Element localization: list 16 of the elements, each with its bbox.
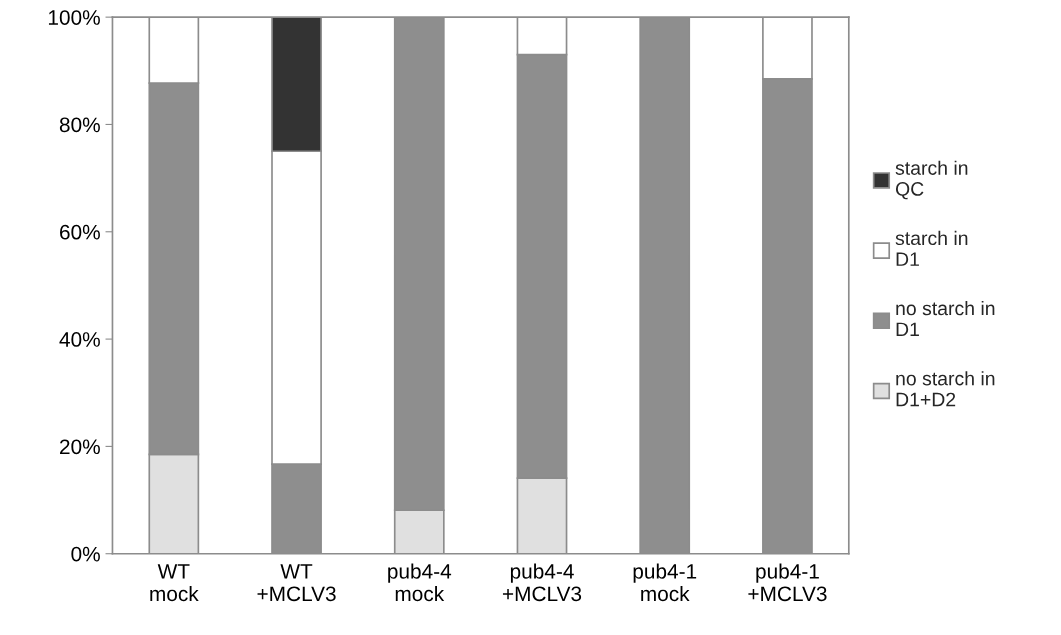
legend-label: no starch in D1+D2 (896, 371, 995, 407)
x-tick-label: pub4-1 mock (633, 563, 697, 602)
legend-label: starch in QC (895, 160, 968, 200)
x-tick-label: WT mock (150, 564, 199, 602)
y-tick-label: 0% (71, 546, 100, 562)
legend-label: starch in D1 (895, 230, 968, 266)
x-tick-label: pub4-1 +MCLV3 (748, 563, 827, 602)
x-tick-label: pub4-4 +MCLV3 (502, 563, 582, 602)
y-tick-label: 40% (59, 332, 100, 347)
x-tick-label: pub4-4 mock (388, 563, 452, 602)
y-tick-label: 80% (59, 117, 100, 133)
y-tick-label: 60% (60, 224, 100, 240)
x-tick-label: WT +MCLV3 (257, 564, 336, 602)
legend-label: no starch in D1 (896, 300, 995, 337)
y-tick-label: 20% (60, 439, 100, 455)
y-tick-label: 100% (48, 10, 100, 25)
